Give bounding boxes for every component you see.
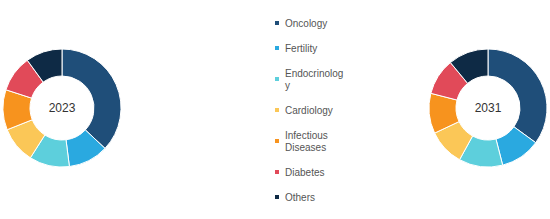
svg-text:2023: 2023	[49, 101, 76, 115]
svg-text:y: y	[285, 80, 290, 91]
svg-text:Fertility: Fertility	[285, 43, 317, 54]
svg-text:Diseases: Diseases	[285, 142, 326, 153]
svg-text:Endocrinolog: Endocrinolog	[285, 68, 343, 79]
svg-text:Others: Others	[285, 192, 315, 203]
svg-text:Oncology: Oncology	[285, 18, 327, 29]
svg-text:Cardiology: Cardiology	[285, 105, 333, 116]
svg-text:2031: 2031	[475, 101, 502, 115]
svg-text:Diabetes: Diabetes	[285, 167, 324, 178]
svg-text:Infectious: Infectious	[285, 130, 331, 141]
